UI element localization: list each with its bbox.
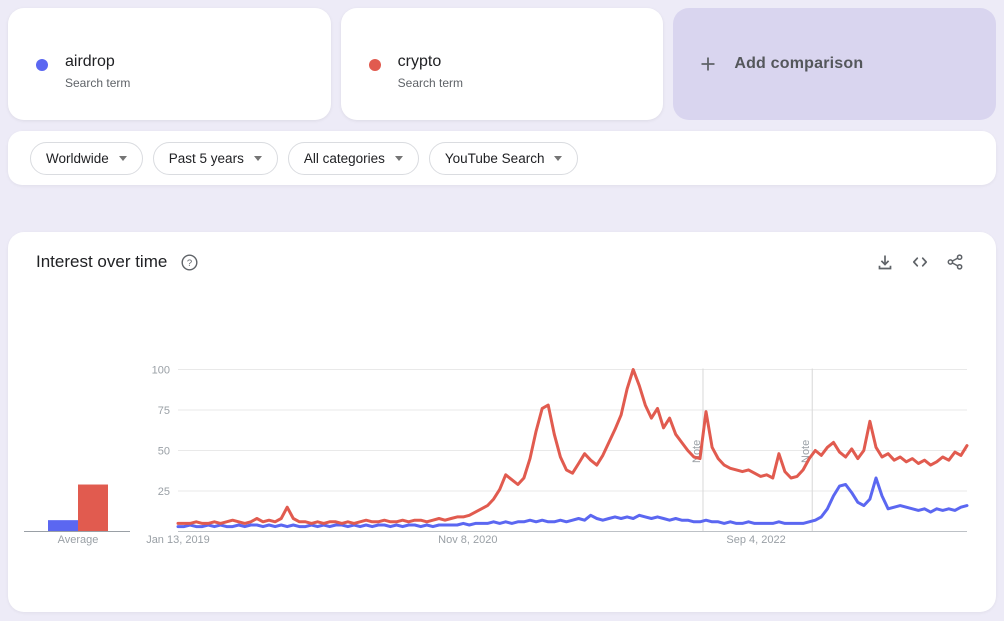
- category-filter-dropdown[interactable]: All categories: [287, 141, 419, 175]
- average-label: Average: [58, 534, 99, 546]
- term-type-label: Search term: [65, 76, 131, 90]
- svg-text:?: ?: [187, 258, 192, 269]
- chart-header: Interest over time ?: [8, 232, 996, 282]
- time-filter-dropdown[interactable]: Past 5 years: [152, 141, 278, 175]
- average-bar-airdrop[interactable]: [48, 520, 78, 532]
- term-card-crypto[interactable]: crypto Search term: [340, 8, 664, 120]
- category-filter-label: All categories: [303, 150, 385, 166]
- comparison-cards-row: airdrop Search term crypto Search term A…: [8, 8, 996, 120]
- filter-bar: Worldwide Past 5 years All categories Yo…: [8, 131, 996, 185]
- chart-title: Interest over time: [36, 252, 168, 271]
- term-type-label: Search term: [397, 76, 464, 90]
- search-type-filter-label: YouTube Search: [444, 150, 545, 166]
- plus-icon: [698, 54, 718, 74]
- region-filter-dropdown[interactable]: Worldwide: [30, 141, 143, 175]
- time-filter-label: Past 5 years: [168, 150, 244, 166]
- y-axis-tick-label: 100: [152, 365, 170, 377]
- add-comparison-label: Add comparison: [734, 55, 864, 72]
- trend-line-crypto[interactable]: [176, 368, 969, 525]
- term-label: airdrop: [65, 53, 115, 70]
- series-color-dot: [36, 59, 48, 71]
- x-axis-tick-label: Nov 8, 2020: [438, 534, 497, 546]
- chevron-down-icon: [554, 156, 563, 161]
- y-axis-tick-label: 50: [158, 446, 170, 458]
- share-icon[interactable]: [946, 253, 964, 271]
- y-axis-tick-label: 75: [158, 405, 170, 417]
- note-label: Note: [800, 440, 812, 463]
- average-bar-crypto[interactable]: [78, 484, 108, 532]
- x-axis-tick-label: Sep 4, 2022: [726, 534, 785, 546]
- region-filter-label: Worldwide: [46, 150, 109, 166]
- chevron-down-icon: [253, 156, 262, 161]
- chevron-down-icon: [394, 156, 403, 161]
- term-card-airdrop[interactable]: airdrop Search term: [8, 8, 331, 120]
- interest-over-time-card: Interest over time ?: [8, 232, 996, 612]
- series-color-dot: [368, 59, 381, 71]
- search-type-filter-dropdown[interactable]: YouTube Search: [428, 141, 579, 175]
- add-comparison-button[interactable]: Add comparison: [673, 8, 996, 120]
- embed-icon[interactable]: [911, 253, 929, 271]
- chevron-down-icon: [118, 156, 127, 161]
- y-axis-tick-label: 25: [158, 486, 170, 498]
- download-icon[interactable]: [876, 253, 894, 271]
- help-icon[interactable]: ?: [181, 253, 198, 271]
- x-axis-tick-label: Jan 13, 2019: [146, 534, 210, 546]
- trend-line-airdrop[interactable]: [176, 476, 969, 529]
- term-label: crypto: [397, 53, 442, 70]
